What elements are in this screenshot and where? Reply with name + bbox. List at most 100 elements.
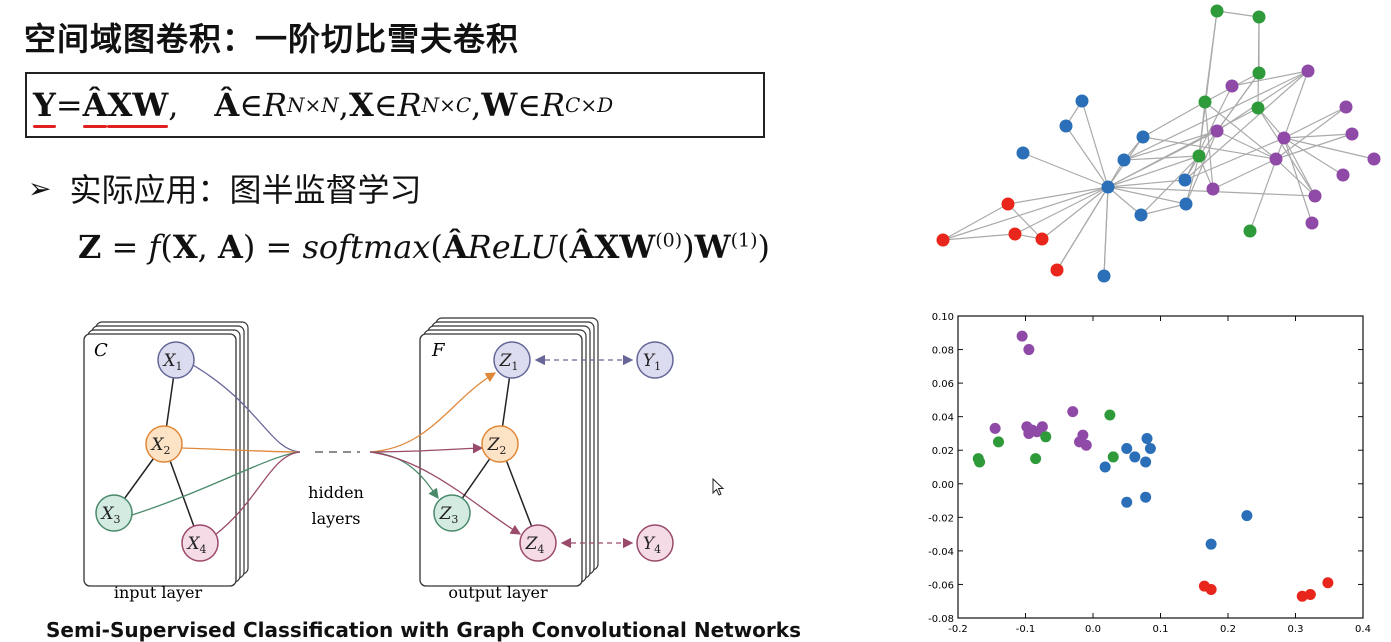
- scatter-point: [1205, 538, 1217, 550]
- scatter-point: [1205, 583, 1217, 595]
- scatter-point: [1141, 432, 1153, 444]
- formula-sep: ,: [338, 86, 349, 124]
- graph-edge: [1140, 203, 1187, 216]
- graph-edge: [1041, 186, 1109, 240]
- hidden-label-1: hidden: [308, 483, 364, 502]
- formula-R: R: [262, 86, 288, 124]
- node-z4: [519, 524, 557, 562]
- graph-edge: [942, 186, 1109, 241]
- node-z1: [493, 341, 531, 379]
- scatter-point: [1080, 439, 1092, 451]
- graph-edge: [1185, 130, 1218, 205]
- scatter-point: [1140, 456, 1152, 468]
- graph-edge: [1283, 70, 1309, 139]
- graph-node-blue: [1016, 146, 1030, 160]
- formula-XW: XW: [107, 86, 169, 128]
- graph-node-red: [1008, 227, 1022, 241]
- graph-edge: [942, 233, 1016, 241]
- eq-part: (: [430, 228, 443, 266]
- graph-edge: [1257, 107, 1316, 197]
- bullet-arrow-icon: ➢: [28, 171, 52, 205]
- output-channel-label: F: [431, 340, 446, 361]
- y-tick-label: 0.10: [932, 312, 954, 323]
- gcn-architecture-diagram: C F hidden layers X1 X2 X3 X4 Z1 Z2 Z3 Z…: [83, 317, 674, 602]
- graph-node-purple: [1277, 131, 1291, 145]
- scatter-point: [1144, 443, 1156, 455]
- output-layer-label: output layer: [448, 583, 548, 602]
- formula-sep: ,: [471, 86, 482, 124]
- graph-node-red: [936, 233, 950, 247]
- formula-R: R: [397, 86, 422, 124]
- label-x2: X2: [149, 435, 170, 457]
- node-x2: [145, 425, 183, 463]
- flow-z2: [369, 443, 484, 454]
- scatter-series: [1099, 432, 1253, 550]
- graph-edge: [1184, 70, 1309, 181]
- graph-edge: [1275, 158, 1316, 197]
- eq-A: A: [218, 228, 243, 266]
- graph-node-blue: [1134, 208, 1148, 222]
- formula-Y: Y: [33, 86, 56, 128]
- scatter-point: [1129, 451, 1141, 463]
- graph-edge: [1107, 179, 1186, 188]
- graph-edge: [1212, 158, 1277, 190]
- scatter-series: [1198, 577, 1334, 602]
- graph-node-purple: [1339, 100, 1353, 114]
- scatter-series: [972, 409, 1119, 468]
- graph-edge: [1107, 155, 1200, 188]
- scatter-point: [1099, 461, 1111, 473]
- eq-part: (: [160, 228, 173, 266]
- eq-X: X: [172, 228, 198, 266]
- mouse-cursor-icon: [712, 478, 725, 496]
- node-z2: [481, 425, 519, 463]
- graph-edge: [1185, 155, 1200, 205]
- eq-A-hat: Â: [569, 228, 595, 266]
- label-x4: X4: [185, 534, 206, 556]
- graph-edge: [1140, 155, 1200, 216]
- scatter-point: [1040, 431, 1052, 443]
- formula-A-hat-def: Â: [214, 86, 240, 124]
- graph-node-purple: [1210, 124, 1224, 138]
- graph-edge: [1103, 186, 1109, 277]
- flow-x1: [192, 364, 301, 453]
- graph-edge: [1184, 137, 1285, 181]
- eq-W: W: [694, 228, 731, 266]
- formula-sup-NxN: N×N: [287, 93, 339, 117]
- graph-edge: [1257, 16, 1260, 109]
- graph-edge: [1107, 186, 1142, 216]
- gcn-equation: Z = f(X, A) = softmax(ÂReLU(ÂXW(0))W(1)): [78, 228, 770, 266]
- x-tick-label: 0.4: [1355, 624, 1371, 635]
- graph-node-green: [1252, 10, 1266, 24]
- y-tick-label: 0.08: [932, 346, 954, 357]
- eq-relu: ReLU: [467, 228, 558, 266]
- label-z2: Z2: [487, 435, 507, 457]
- node-x3: [95, 494, 133, 532]
- scatter-point: [1107, 451, 1119, 463]
- scatter-point: [1121, 443, 1133, 455]
- scatter-point: [1016, 330, 1028, 342]
- scatter-point: [1036, 421, 1048, 433]
- eq-part: ): [757, 228, 770, 266]
- eq-softmax: softmax: [302, 228, 431, 266]
- graph-node-blue: [1059, 119, 1073, 133]
- y-tick-label: 0.00: [932, 480, 954, 491]
- eq-part: (: [557, 228, 570, 266]
- scatter-point: [993, 436, 1004, 448]
- graph-node-blue: [1179, 197, 1193, 211]
- formula-R: R: [540, 86, 566, 124]
- hidden-label-2: layers: [311, 509, 360, 528]
- graph-node-blue: [1101, 180, 1115, 194]
- y-tick-label: 0.02: [932, 446, 954, 457]
- graph-node-green: [1198, 95, 1212, 109]
- eq-part: ) =: [242, 228, 303, 266]
- formula-in: ∈: [373, 86, 398, 124]
- flow-z1: [369, 372, 497, 453]
- graph-node-purple: [1269, 152, 1283, 166]
- graph-node-red: [1035, 232, 1049, 246]
- scatter-point: [1104, 409, 1116, 421]
- scatter-point: [989, 422, 1001, 434]
- node-x4: [181, 524, 219, 562]
- paper-caption: Semi-Supervised Classification with Grap…: [46, 618, 801, 642]
- graph-edge: [1007, 186, 1109, 205]
- scatter-point: [1067, 406, 1079, 418]
